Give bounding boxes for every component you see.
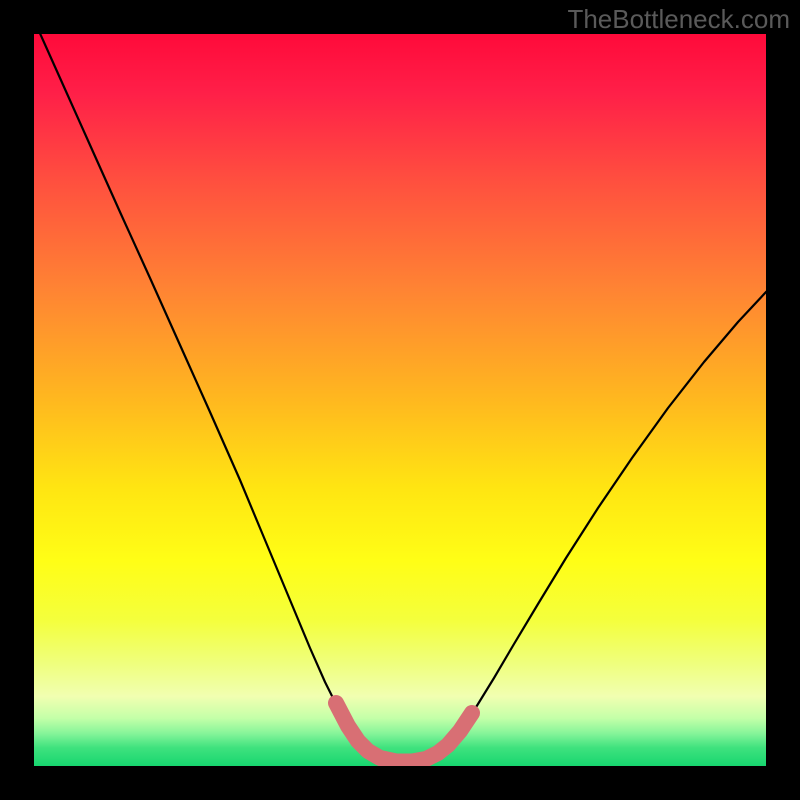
bottleneck-chart — [0, 0, 800, 800]
chart-frame: TheBottleneck.com — [0, 0, 800, 800]
chart-background — [34, 34, 766, 766]
watermark-text: TheBottleneck.com — [567, 4, 790, 35]
